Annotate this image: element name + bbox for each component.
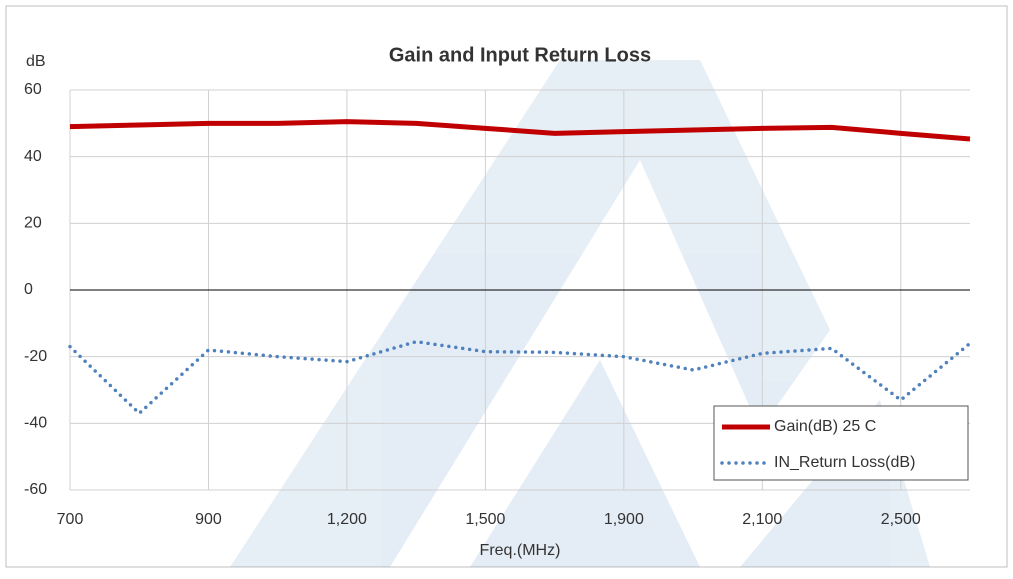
series-line — [68, 339, 972, 416]
x-axis-title: Freq.(MHz) — [480, 542, 561, 559]
series-line — [69, 119, 971, 142]
x-tick-label: 700 — [57, 511, 84, 528]
x-tick-label: 900 — [195, 511, 222, 528]
x-tick-label: 2,500 — [881, 511, 921, 528]
y-axis-title: dB — [26, 53, 46, 70]
chart-title: Gain and Input Return Loss — [389, 44, 651, 66]
y-tick-label: -60 — [24, 481, 47, 498]
legend-label: Gain(dB) 25 C — [774, 418, 876, 435]
legend-box — [713, 405, 969, 481]
x-tick-label: 1,500 — [465, 511, 505, 528]
y-tick-label: -20 — [24, 348, 47, 365]
y-tick-label: 20 — [24, 215, 42, 232]
y-tick-label: -40 — [24, 415, 47, 432]
x-tick-label: 1,900 — [604, 511, 644, 528]
x-tick-label: 1,200 — [327, 511, 367, 528]
y-tick-label: 0 — [24, 281, 33, 298]
x-tick-label: 2,100 — [742, 511, 782, 528]
legend-label: IN_Return Loss(dB) — [774, 454, 915, 471]
y-tick-label: 60 — [24, 81, 42, 98]
y-tick-label: 40 — [24, 148, 42, 165]
